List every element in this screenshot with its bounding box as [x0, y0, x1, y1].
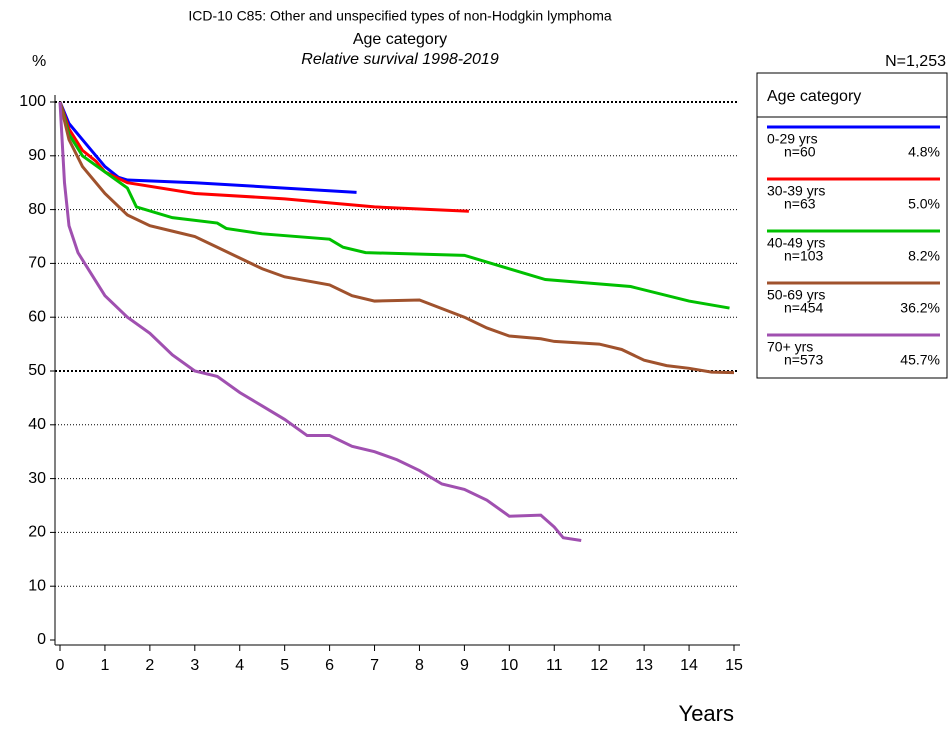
y-tick-label: 100	[19, 93, 46, 110]
survival-line	[58, 101, 730, 310]
chart-title: ICD-10 C85: Other and unspecified types …	[188, 8, 612, 24]
legend-share: 5.0%	[908, 196, 940, 212]
x-tick-label: 10	[500, 657, 518, 674]
survival-line	[58, 101, 357, 194]
legend-title: Age category	[767, 88, 861, 105]
x-tick-label: 15	[725, 657, 743, 674]
chart-subtitle: Relative survival 1998-2019	[301, 51, 499, 68]
y-axis-label: %	[32, 53, 46, 70]
x-tick-label: 11	[546, 657, 563, 674]
legend-label: 70+ yrs	[767, 339, 813, 355]
x-tick-label: 13	[635, 657, 653, 674]
legend-share: 4.8%	[908, 144, 940, 160]
legend-box	[756, 72, 948, 379]
x-tick-label: 9	[460, 657, 469, 674]
y-tick-label: 50	[28, 362, 46, 379]
y-tick-label: 30	[28, 470, 46, 487]
y-tick-label: 60	[28, 308, 46, 325]
total-count: N=1,253	[885, 53, 946, 70]
x-tick-label: 7	[370, 657, 379, 674]
x-tick-label: 5	[280, 657, 289, 674]
legend-share: 45.7%	[900, 352, 940, 368]
legend-count: n=103	[784, 248, 824, 264]
x-tick-label: 4	[235, 657, 244, 674]
y-tick-label: 40	[28, 416, 46, 433]
legend-count: n=573	[784, 352, 824, 368]
y-tick-label: 80	[28, 201, 46, 218]
legend-share: 36.2%	[900, 300, 940, 316]
y-tick-label: 70	[28, 255, 46, 272]
x-tick-label: 1	[100, 657, 109, 674]
y-tick-label: 90	[28, 147, 46, 164]
survival-line	[58, 101, 469, 213]
x-tick-label: 3	[190, 657, 199, 674]
x-axis-label: Years	[679, 701, 734, 726]
y-tick-label: 20	[28, 524, 46, 541]
x-tick-label: 8	[415, 657, 424, 674]
legend-label: 40-49 yrs	[767, 235, 825, 251]
x-tick-label: 14	[680, 657, 698, 674]
survival-line	[58, 101, 582, 542]
legend-label: 50-69 yrs	[767, 287, 825, 303]
legend-label: 30-39 yrs	[767, 183, 825, 199]
x-tick-label: 2	[145, 657, 154, 674]
legend-count: n=454	[784, 300, 824, 316]
x-tick-label: 12	[590, 657, 608, 674]
survival-line	[58, 101, 735, 375]
y-tick-label: 0	[37, 631, 46, 648]
x-tick-label: 6	[325, 657, 334, 674]
x-tick-label: 0	[56, 657, 65, 674]
legend-label: 0-29 yrs	[767, 131, 818, 147]
legend-count: n=60	[784, 144, 816, 160]
legend-share: 8.2%	[908, 248, 940, 264]
chart-subtitle: Age category	[353, 31, 447, 48]
legend-count: n=63	[784, 196, 816, 212]
y-tick-label: 10	[28, 577, 46, 594]
